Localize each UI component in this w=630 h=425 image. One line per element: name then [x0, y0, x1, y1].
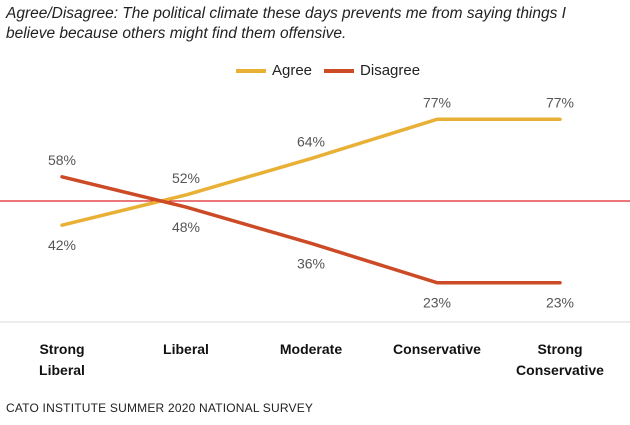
legend-item-disagree: Disagree — [324, 62, 420, 79]
x-tick-label-line: Conservative — [516, 362, 604, 378]
x-tick-label-line: Conservative — [393, 341, 481, 357]
x-tick-label-4: Strong Conservative — [516, 341, 604, 378]
source-note: CATO INSTITUTE SUMMER 2020 NATIONAL SURV… — [6, 401, 314, 415]
x-tick-label-3: Conservative — [393, 341, 481, 357]
legend-label-agree: Agree — [272, 62, 313, 79]
series-line-agree — [60, 117, 562, 227]
legend-item-agree: Agree — [236, 62, 312, 79]
x-tick-label-line: Liberal — [163, 341, 209, 357]
data-label-disagree-1: 48% — [172, 219, 200, 235]
x-tick-label-line: Strong — [39, 341, 84, 357]
x-tick-label-0: Strong Liberal — [39, 341, 85, 378]
legend: Agree Disagree — [236, 62, 432, 79]
legend-swatch-disagree — [324, 68, 355, 73]
data-label-agree-3: 77% — [423, 94, 451, 110]
x-tick-label-line: Liberal — [39, 362, 85, 378]
chart-title: Agree/Disagree: The political climate th… — [6, 5, 566, 42]
data-label-agree-4: 77% — [546, 94, 574, 110]
x-tick-label-line: Moderate — [280, 341, 342, 357]
data-label-agree-2: 64% — [297, 134, 325, 150]
data-label-agree-0: 42% — [48, 237, 76, 253]
data-label-disagree-0: 58% — [48, 152, 76, 168]
series-line-disagree — [60, 175, 562, 285]
legend-swatch-agree — [236, 68, 266, 73]
data-label-disagree-4: 23% — [546, 295, 574, 311]
x-tick-label-2: Moderate — [280, 341, 342, 357]
x-tick-label-line: Strong — [537, 341, 582, 357]
legend-label-disagree: Disagree — [360, 62, 421, 79]
data-label-agree-1: 52% — [172, 170, 200, 186]
data-label-disagree-2: 36% — [297, 255, 325, 271]
x-tick-label-1: Liberal — [163, 341, 209, 357]
data-label-disagree-3: 23% — [423, 295, 451, 311]
